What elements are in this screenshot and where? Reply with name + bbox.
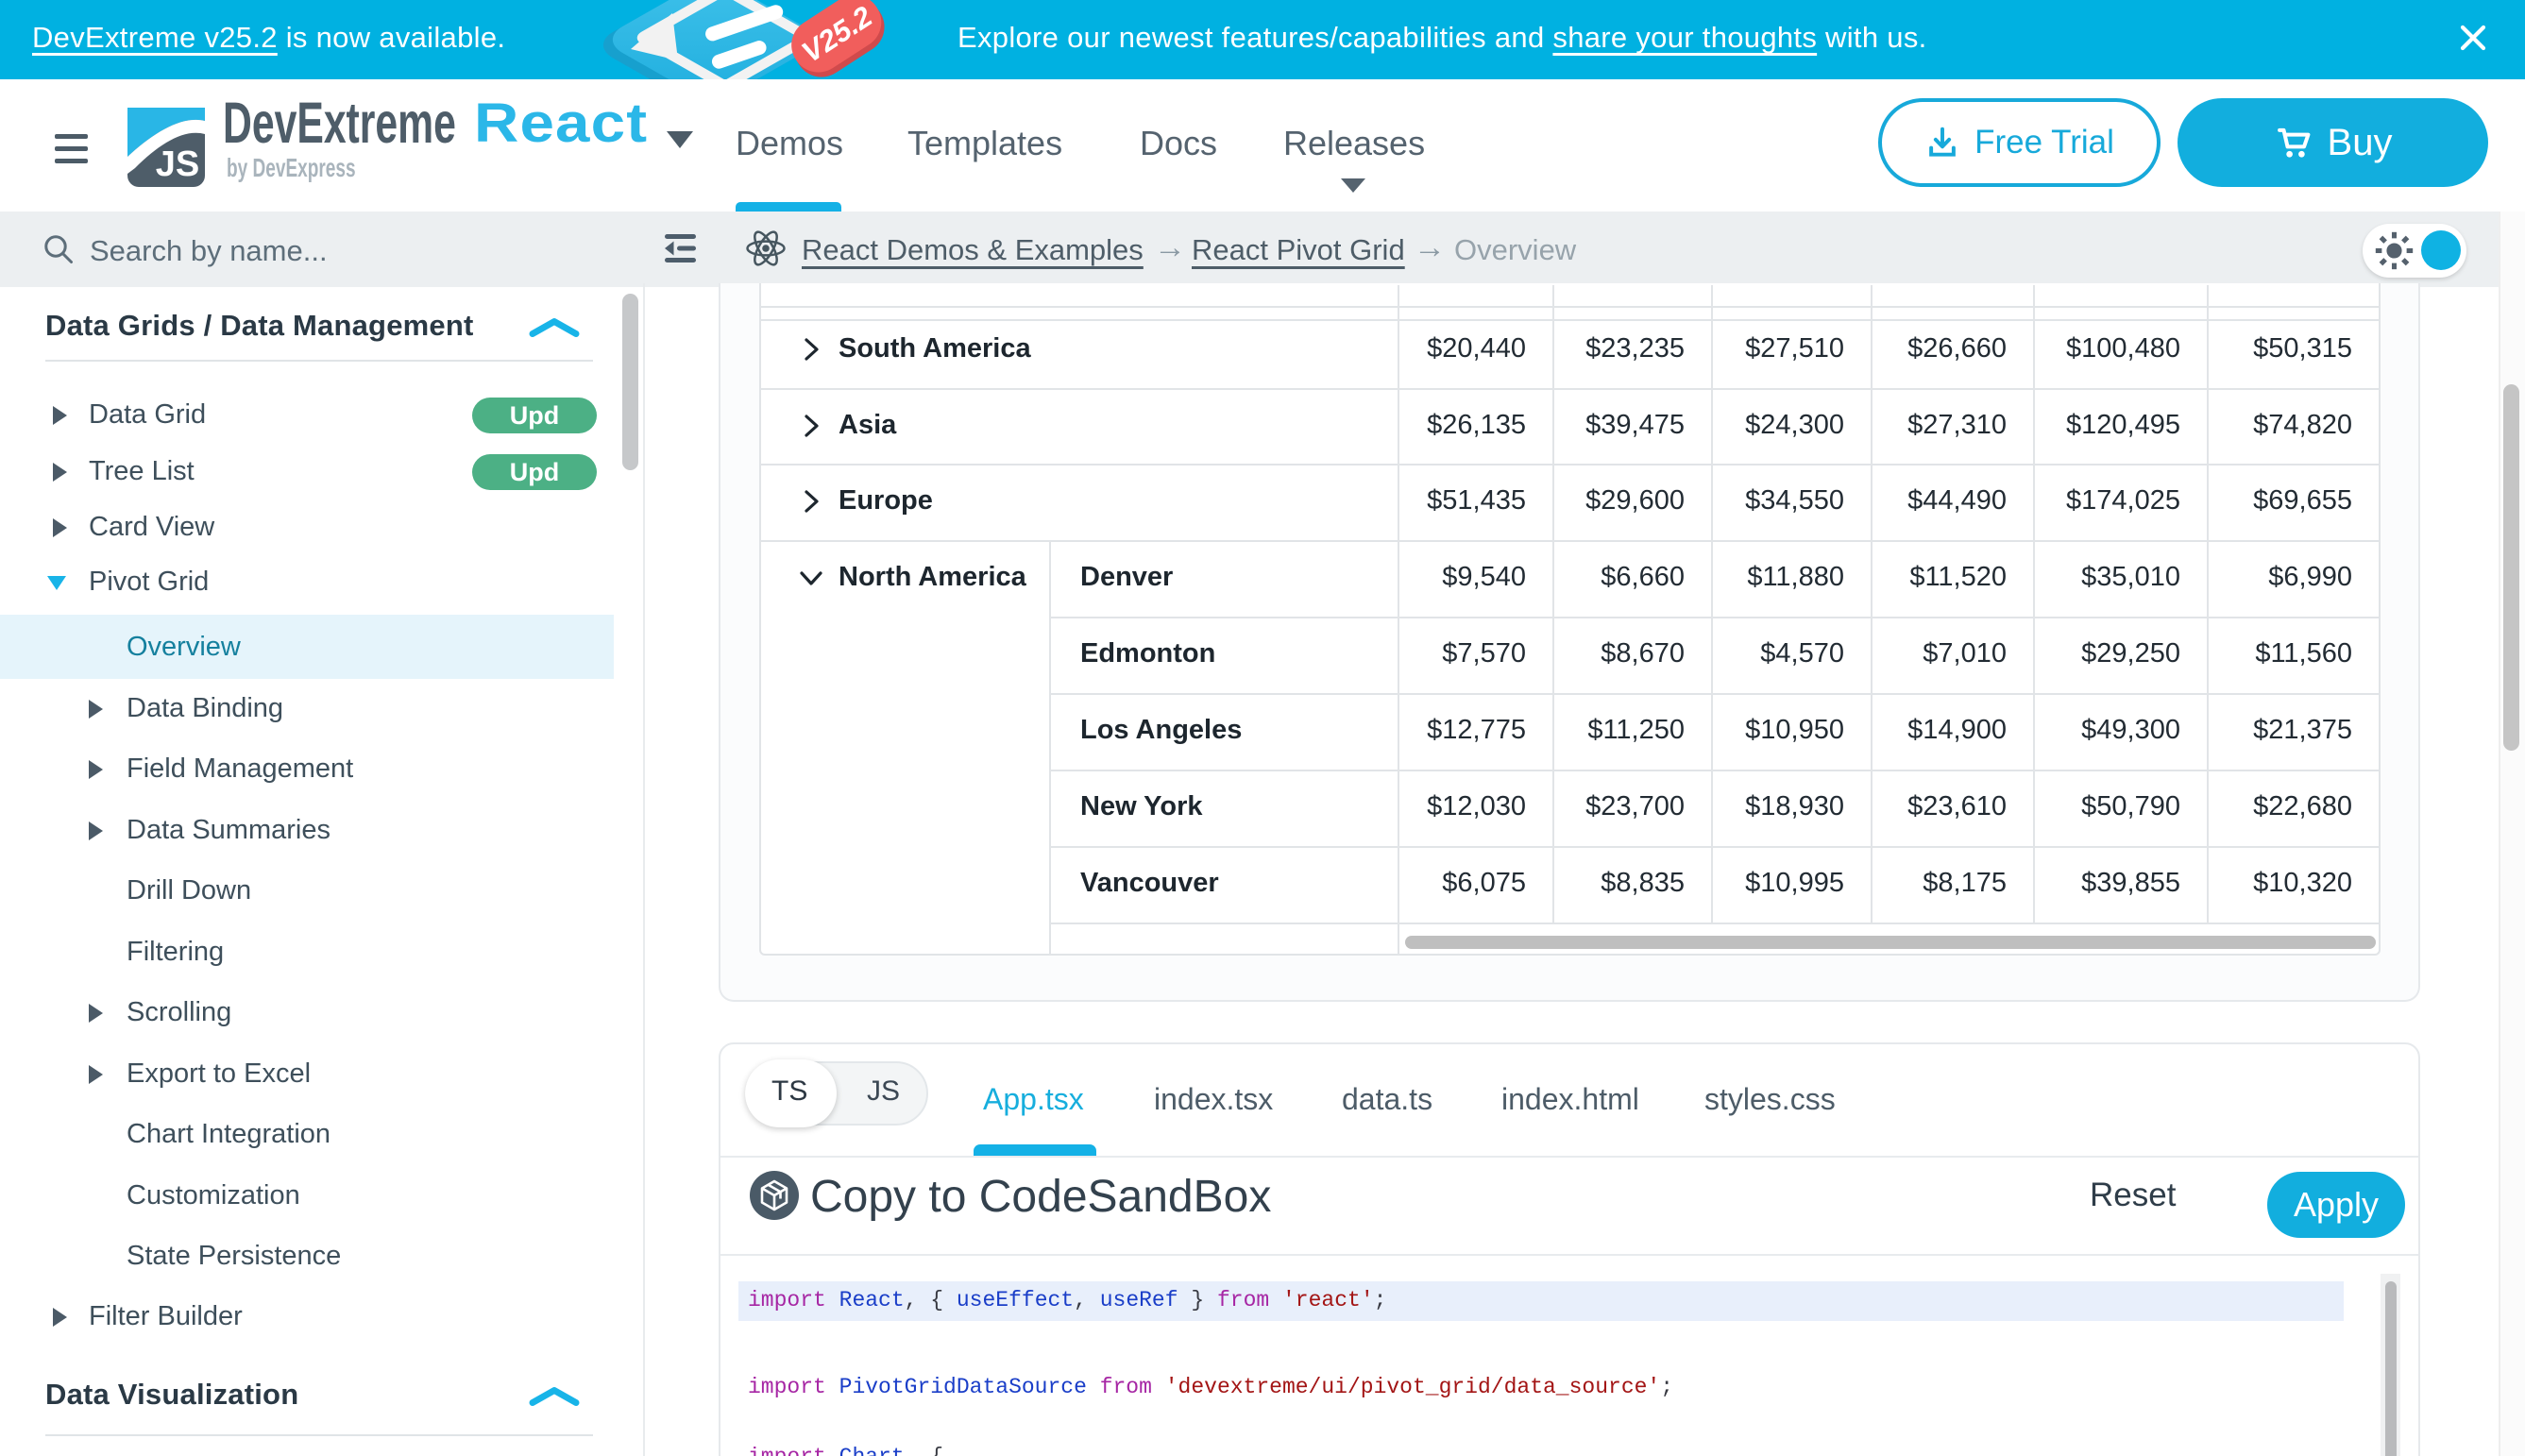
svg-text:JS: JS <box>156 144 199 184</box>
